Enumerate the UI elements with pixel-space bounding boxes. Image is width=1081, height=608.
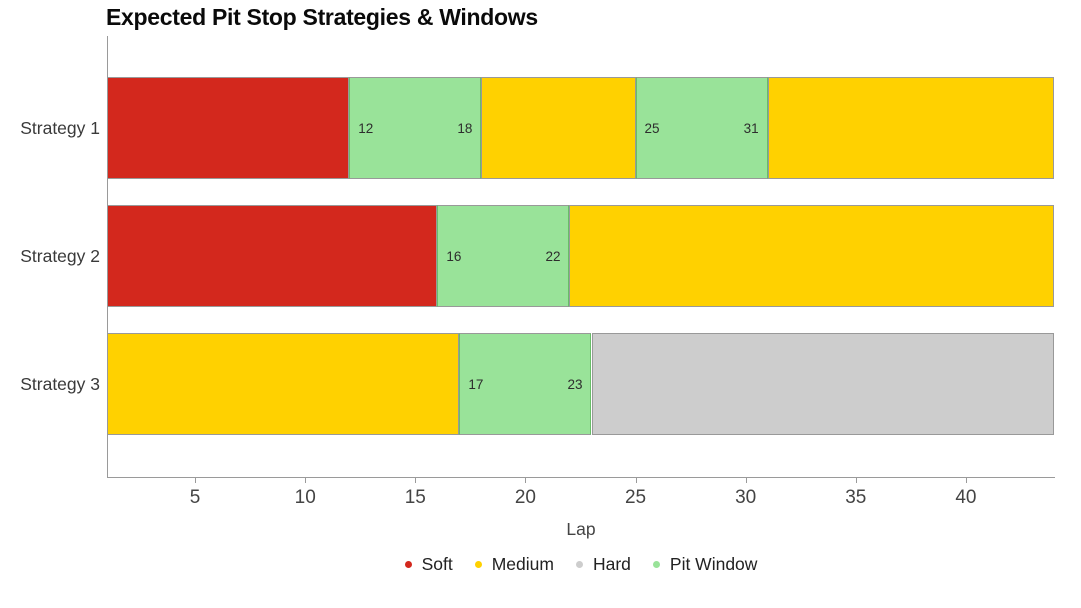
x-axis-tick-label: 10 bbox=[294, 487, 316, 508]
bar-segment-pit-window[interactable]: 12 18 bbox=[349, 77, 482, 179]
bar-segment-medium[interactable] bbox=[569, 205, 1054, 307]
legend-label-medium: Medium bbox=[491, 554, 554, 574]
chart-title: Expected Pit Stop Strategies & Windows bbox=[106, 4, 538, 30]
legend-item-soft[interactable]: Soft bbox=[404, 554, 453, 575]
bar-segment-pit-window[interactable]: 17 23 bbox=[459, 333, 592, 435]
x-axis-tick bbox=[525, 477, 527, 483]
pit-window-end-label: 18 bbox=[457, 120, 473, 136]
legend-label-pit-window: Pit Window bbox=[669, 554, 758, 574]
pit-window-end-label: 22 bbox=[545, 248, 561, 264]
x-axis-tick-label: 40 bbox=[955, 487, 977, 508]
x-axis-tick-label: 35 bbox=[845, 487, 867, 508]
x-axis-tick bbox=[745, 477, 747, 483]
y-axis-label-strategy-1: Strategy 1 bbox=[20, 117, 100, 138]
x-axis-line bbox=[107, 477, 1055, 478]
x-axis-tick-label: 15 bbox=[404, 487, 426, 508]
pit-window-end-label: 31 bbox=[743, 120, 759, 136]
bar-segment-medium[interactable] bbox=[481, 77, 636, 179]
x-axis-title: Lap bbox=[566, 519, 596, 539]
legend: Soft Medium Hard Pit Window bbox=[107, 554, 1055, 575]
x-axis-tick bbox=[965, 477, 967, 483]
bar-segment-soft[interactable] bbox=[107, 77, 350, 179]
x-axis-tick-label: 5 bbox=[189, 487, 201, 508]
bar-segment-hard[interactable] bbox=[591, 333, 1054, 435]
legend-dot-icon-hard bbox=[575, 561, 583, 568]
legend-dot-icon-soft bbox=[404, 561, 412, 568]
x-axis-tick bbox=[415, 477, 417, 483]
bar-segment-medium[interactable] bbox=[767, 77, 1054, 179]
legend-dot-icon-pit-window bbox=[652, 561, 660, 568]
y-axis-label-strategy-3: Strategy 3 bbox=[20, 373, 100, 394]
pit-window-start-label: 16 bbox=[446, 248, 462, 264]
legend-label-soft: Soft bbox=[421, 554, 453, 574]
bar-segment-medium[interactable] bbox=[107, 333, 460, 435]
bar-segment-pit-window[interactable]: 16 22 bbox=[437, 205, 570, 307]
y-axis-label-strategy-2: Strategy 2 bbox=[20, 245, 100, 266]
legend-item-medium[interactable]: Medium bbox=[474, 554, 554, 575]
x-axis-tick-label: 20 bbox=[514, 487, 536, 508]
bar-segment-pit-window[interactable]: 25 31 bbox=[635, 77, 768, 179]
pit-window-end-label: 23 bbox=[567, 376, 583, 392]
bar-segment-soft[interactable] bbox=[107, 205, 438, 307]
legend-dot-icon-medium bbox=[474, 561, 482, 568]
pit-window-start-label: 25 bbox=[644, 120, 660, 136]
x-axis-tick bbox=[195, 477, 197, 483]
x-axis-tick bbox=[855, 477, 857, 483]
x-axis-tick bbox=[305, 477, 307, 483]
x-axis-tick bbox=[635, 477, 637, 483]
legend-label-hard: Hard bbox=[592, 554, 631, 574]
pit-window-start-label: 12 bbox=[358, 120, 374, 136]
x-axis-tick-label: 25 bbox=[624, 487, 647, 508]
x-axis-tick-label: 30 bbox=[735, 487, 757, 508]
pit-window-start-label: 17 bbox=[468, 376, 484, 392]
legend-item-hard[interactable]: Hard bbox=[575, 554, 631, 575]
legend-item-pit-window[interactable]: Pit Window bbox=[652, 554, 758, 575]
